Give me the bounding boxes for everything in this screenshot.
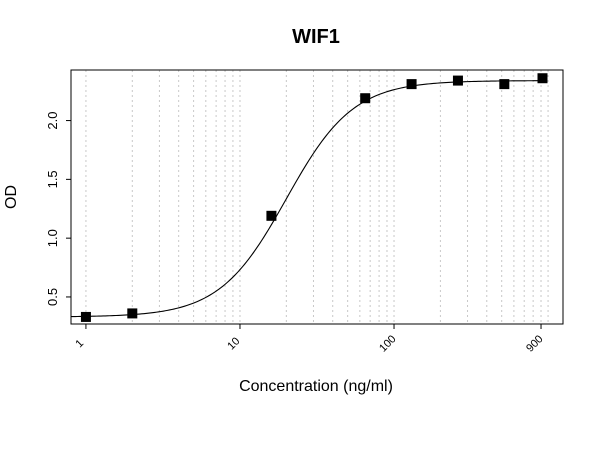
x-tick-label-1: 10 [225, 335, 242, 352]
data-point-2 [127, 308, 138, 319]
data-point-6 [452, 75, 463, 86]
plot-frame [70, 69, 564, 325]
data-point-4 [360, 93, 371, 104]
chart-title: WIF1 [292, 26, 340, 48]
data-point-5 [406, 79, 417, 90]
data-point-7 [499, 79, 510, 90]
axis-layer: 0.5 1.0 1.5 2.0 1 10 100 900 [45, 112, 546, 355]
y-tick-label-3: 2.0 [45, 112, 60, 130]
y-tick-label-1: 1.0 [45, 229, 60, 247]
x-tick-label-3: 900 [524, 333, 545, 354]
fit-curve [70, 80, 543, 318]
plot-layer [70, 73, 548, 322]
x-tick-label-2: 100 [377, 333, 398, 354]
grid-layer [85, 70, 549, 324]
y-axis-label: OD [3, 185, 20, 209]
data-point-8 [537, 73, 548, 84]
y-tick-label-2: 1.5 [45, 170, 60, 188]
y-tick-label-0: 0.5 [45, 288, 60, 306]
x-axis-label: Concentration (ng/ml) [239, 378, 393, 395]
data-point-3 [266, 210, 277, 221]
data-point-1 [80, 311, 91, 322]
x-tick-label-0: 1 [73, 337, 86, 350]
